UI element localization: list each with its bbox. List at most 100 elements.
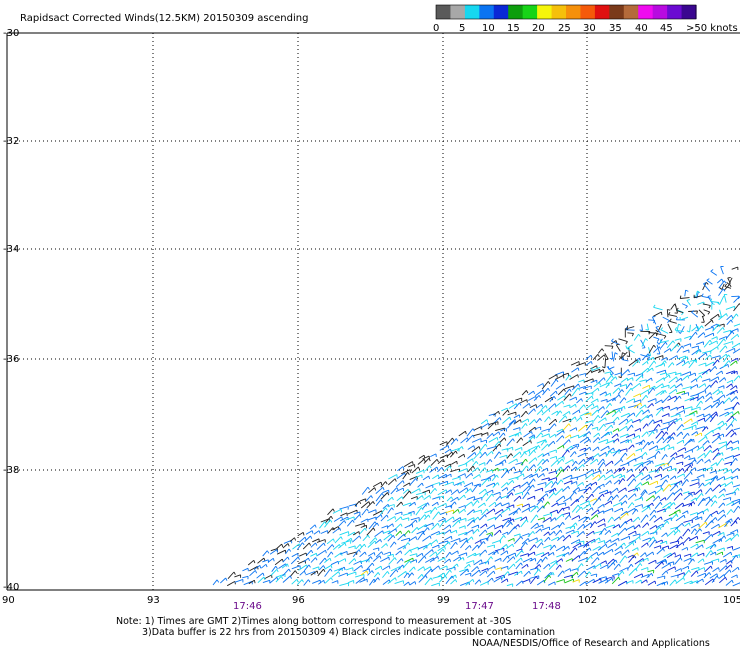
wind-barb — [605, 375, 612, 383]
wind-barb-flag — [685, 305, 688, 309]
wind-barb-flag — [424, 514, 427, 518]
wind-barb — [498, 535, 505, 542]
wind-barb-flag — [611, 460, 614, 465]
wind-barb — [458, 517, 467, 522]
wind-barb — [698, 362, 706, 366]
wind-barb — [635, 441, 642, 445]
wind-barb — [619, 512, 628, 520]
wind-barb — [299, 552, 307, 557]
wind-barb-flag — [450, 496, 454, 500]
lat-label--40: -40 — [3, 582, 19, 593]
wind-barb-flag — [359, 544, 362, 548]
wind-barb — [520, 451, 526, 458]
wind-barb — [701, 496, 710, 502]
wind-barb — [661, 413, 670, 418]
wind-barb-flag — [533, 434, 536, 438]
wind-barb — [612, 438, 619, 443]
wind-barb — [282, 575, 291, 583]
wind-barb-flag — [723, 280, 727, 284]
wind-barb — [565, 529, 574, 534]
wind-barb — [471, 446, 480, 453]
wind-barb-flag — [576, 572, 579, 576]
wind-barb — [712, 432, 720, 437]
wind-barb — [618, 466, 625, 473]
wind-barb-flag — [544, 439, 548, 443]
wind-barb — [536, 403, 542, 409]
wind-barb-flag — [638, 487, 641, 491]
wind-barb — [570, 403, 576, 408]
wind-barb-flag — [674, 384, 677, 388]
wind-barb — [541, 381, 549, 390]
wind-barb — [677, 355, 686, 360]
wind-barb — [450, 468, 460, 473]
wind-barb — [452, 520, 459, 528]
wind-barb — [653, 306, 663, 311]
wind-barb-flag — [294, 570, 298, 574]
wind-barb-flag — [582, 531, 585, 535]
wind-barb — [733, 296, 740, 303]
wind-barb — [439, 520, 445, 528]
wind-barb — [520, 399, 528, 404]
wind-barb — [683, 553, 691, 557]
wind-barb — [450, 496, 458, 503]
wind-barb — [439, 565, 448, 570]
wind-barb-flag — [609, 393, 612, 397]
wind-barb-flag — [578, 555, 581, 559]
wind-barb — [597, 510, 604, 515]
wind-barb — [712, 389, 719, 395]
wind-barb — [396, 472, 405, 480]
wind-barb-flag — [688, 361, 690, 365]
wind-barb — [717, 420, 723, 426]
wind-barb — [501, 571, 509, 580]
wind-barb — [631, 552, 638, 558]
wind-barb — [723, 354, 729, 363]
wind-barb-flag — [735, 554, 739, 558]
wind-barb-flag — [364, 527, 367, 531]
wind-barb-flag — [725, 577, 728, 581]
wind-barb — [529, 404, 537, 409]
wind-barb-flag — [533, 408, 536, 412]
wind-barb — [450, 438, 457, 445]
wind-barb — [417, 566, 424, 572]
wind-barb — [449, 501, 456, 508]
wind-barb — [479, 514, 486, 521]
wind-barb-flag — [735, 458, 738, 462]
wind-barb — [481, 432, 488, 436]
wind-barb-flag — [253, 580, 256, 584]
wind-barb — [600, 398, 608, 402]
wind-barb-flag — [569, 434, 572, 438]
wind-barb-flag — [577, 367, 580, 371]
wind-barb — [404, 549, 411, 556]
wind-barb — [600, 560, 607, 565]
wind-barb — [564, 385, 575, 390]
wind-barb — [499, 544, 507, 551]
wind-barb — [513, 484, 521, 489]
wind-barb — [227, 571, 235, 580]
wind-barb — [429, 507, 436, 514]
wind-barb-flag — [706, 278, 710, 281]
wind-barb-flag — [465, 431, 467, 435]
wind-barb — [360, 518, 368, 523]
wind-barb-flag — [548, 452, 550, 456]
wind-barb-flag — [669, 563, 672, 567]
wind-barb — [645, 476, 652, 481]
wind-barb-flag — [701, 458, 704, 462]
wind-barb — [396, 558, 402, 564]
wind-barb-flag — [725, 313, 728, 317]
wind-barb-flag — [392, 523, 394, 527]
wind-barb — [641, 451, 646, 458]
wind-barb — [535, 389, 544, 397]
wind-barb — [648, 445, 658, 451]
wind-barb-flag — [608, 530, 612, 534]
wind-barb-flag — [330, 515, 333, 520]
wind-barb — [334, 567, 343, 572]
wind-barb — [625, 382, 632, 390]
wind-barb — [724, 461, 732, 465]
wind-barb-flag — [664, 390, 667, 394]
wind-barb — [590, 481, 597, 486]
wind-barb-flag — [702, 558, 705, 562]
wind-barb-flag — [709, 384, 712, 388]
wind-barb-flag — [582, 464, 585, 468]
wind-barb — [527, 505, 536, 510]
colorbar-swatch — [623, 5, 639, 19]
